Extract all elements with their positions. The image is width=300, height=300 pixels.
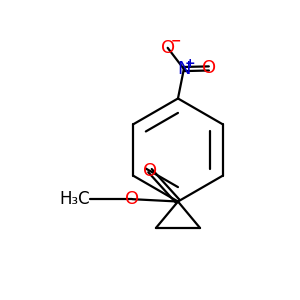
Text: O: O <box>160 39 175 57</box>
Text: O: O <box>143 162 157 180</box>
Text: O: O <box>202 59 216 77</box>
Text: −: − <box>171 35 181 48</box>
Text: +: + <box>185 57 196 70</box>
Text: N: N <box>177 60 190 78</box>
Text: O: O <box>125 190 140 208</box>
Text: H₃C: H₃C <box>59 190 90 208</box>
